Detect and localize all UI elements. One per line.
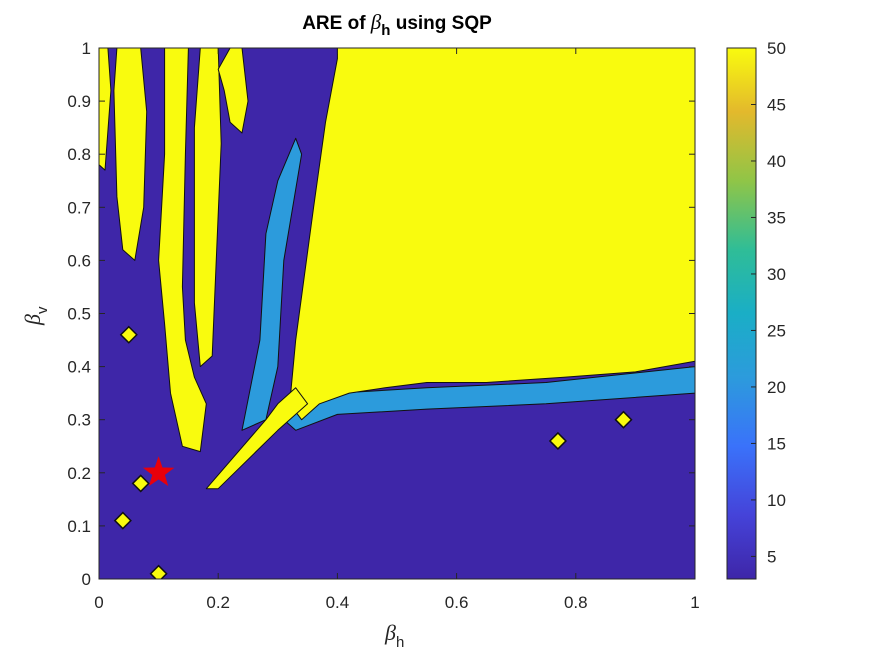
y-axis: 0 0.1 0.2 0.3 0.4 0.5 0.6 0.7 0.8 0.9 1 bbox=[67, 39, 695, 589]
y-tick-label: 0.7 bbox=[67, 198, 91, 217]
contour-region-3 bbox=[113, 48, 148, 261]
title-symbol: β bbox=[370, 10, 382, 34]
colorbar-tick-label: 10 bbox=[767, 491, 786, 510]
chart-title: ARE of βh using SQP bbox=[302, 10, 492, 39]
contour-region-0 bbox=[289, 48, 695, 421]
title-suffix: using SQP bbox=[390, 13, 492, 34]
x-axis-symbol: β bbox=[384, 620, 396, 645]
plot-area bbox=[99, 48, 695, 579]
y-tick-label: 0.8 bbox=[67, 145, 91, 164]
colorbar-tick-label: 30 bbox=[767, 265, 786, 284]
contour-region-4 bbox=[158, 48, 207, 453]
y-tick-label: 0.6 bbox=[67, 251, 91, 270]
x-tick-label: 0 bbox=[94, 593, 103, 612]
contour-island-5 bbox=[119, 325, 138, 344]
y-axis-label: βv bbox=[20, 306, 51, 326]
x-tick-label: 0.4 bbox=[326, 593, 350, 612]
contour-region-8 bbox=[241, 137, 303, 431]
title-prefix: ARE of bbox=[302, 13, 371, 34]
colorbar-tick-label: 45 bbox=[767, 95, 786, 114]
title-subscript: h bbox=[381, 22, 390, 39]
contour-island-1 bbox=[113, 511, 132, 530]
contour-region-1 bbox=[205, 387, 309, 490]
x-tick-label: 0.2 bbox=[206, 593, 230, 612]
colorbar-tick-label: 20 bbox=[767, 378, 786, 397]
colorbar-gradient bbox=[726, 47, 757, 580]
y-axis-subscript: v bbox=[34, 306, 51, 314]
y-axis-symbol: β bbox=[20, 314, 45, 326]
contour-region-6 bbox=[217, 48, 249, 134]
y-tick-label: 0 bbox=[82, 570, 91, 589]
high-value-islands bbox=[113, 325, 633, 579]
x-axis: 0 0.2 0.4 0.6 0.8 1 bbox=[94, 48, 700, 612]
x-tick-label: 0.8 bbox=[564, 593, 588, 612]
contour-region-7 bbox=[283, 366, 695, 431]
x-axis-subscript: h bbox=[396, 634, 404, 651]
colorbar-tick-label: 40 bbox=[767, 152, 786, 171]
contour-island-4 bbox=[614, 410, 633, 429]
colorbar: 5 10 15 20 25 30 35 40 45 50 bbox=[726, 39, 786, 580]
contour-island-0 bbox=[131, 474, 150, 493]
y-tick-label: 0.9 bbox=[67, 92, 91, 111]
marker-star bbox=[142, 456, 175, 487]
y-tick-label: 0.2 bbox=[67, 464, 91, 483]
y-tick-label: 0.5 bbox=[67, 305, 91, 324]
y-tick-label: 0.4 bbox=[67, 358, 91, 377]
contour-island-2 bbox=[149, 564, 168, 579]
y-tick-label: 0.1 bbox=[67, 517, 91, 536]
x-axis-label: βh bbox=[384, 620, 404, 651]
mid-value-bands bbox=[241, 137, 695, 431]
x-tick-label: 0.6 bbox=[445, 593, 469, 612]
contour-island-3 bbox=[548, 431, 567, 451]
colorbar-tick-label: 5 bbox=[767, 547, 776, 566]
y-tick-label: 1 bbox=[82, 39, 91, 58]
colorbar-tick-label: 50 bbox=[767, 39, 786, 58]
y-tick-label: 0.3 bbox=[67, 411, 91, 430]
colorbar-ticks: 5 10 15 20 25 30 35 40 45 50 bbox=[751, 39, 786, 566]
high-value-regions bbox=[99, 48, 695, 490]
contour-region-2 bbox=[99, 48, 112, 171]
colorbar-tick-label: 25 bbox=[767, 321, 786, 340]
marker-layer bbox=[142, 456, 175, 487]
x-tick-label: 1 bbox=[690, 593, 699, 612]
contour-region-5 bbox=[193, 48, 222, 368]
colorbar-tick-label: 35 bbox=[767, 208, 786, 227]
colorbar-tick-label: 15 bbox=[767, 434, 786, 453]
